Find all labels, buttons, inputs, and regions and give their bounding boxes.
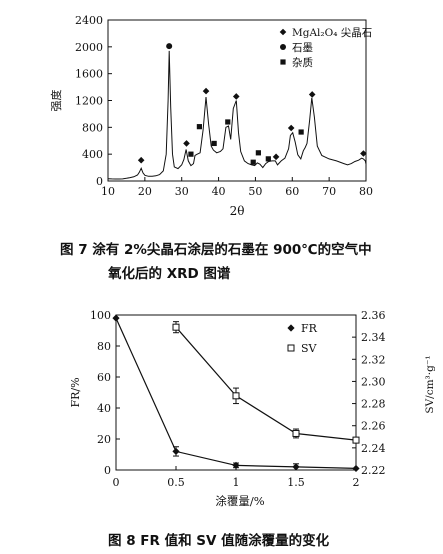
spinel-peak-marker [232, 93, 240, 100]
frsv-right-axis-label: SV/cm³·g⁻¹ [424, 355, 436, 413]
frsv-x-tick-label: 0.5 [167, 476, 185, 489]
legend-fr-marker [287, 324, 295, 332]
frsv-x-axis-label: 涂覆量/% [215, 494, 264, 508]
fr-point [112, 314, 120, 322]
frsv-x-tick-label: 1 [233, 476, 240, 489]
frsv-left-tick-label: 40 [97, 402, 111, 415]
figure8-caption: 图 8 FR 值和 SV 值随涂覆量的变化 [108, 533, 330, 549]
impurity-peak-marker [211, 140, 217, 147]
legend-label: 石墨 [292, 42, 313, 54]
frsv-left-tick-label: 60 [97, 371, 111, 384]
impurity-peak-marker [265, 156, 271, 162]
frsv-right-tick-label: 2.34 [361, 331, 386, 344]
xrd-y-axis-label: 强度 [49, 90, 63, 112]
xrd-plot-frame [107, 19, 367, 182]
xrd-x-tick-label: 70 [322, 185, 336, 198]
frsv-right-tick-label: 2.30 [361, 375, 386, 388]
fr-point [352, 464, 360, 473]
xrd-y-tick-label: 2400 [75, 14, 103, 27]
xrd-x-tick-label: 80 [359, 185, 373, 198]
frsv-right-tick-label: 2.32 [361, 353, 386, 366]
impurity-peak-marker [225, 119, 231, 125]
frsv-x-tick-label: 2 [353, 476, 360, 489]
frsv-right-tick-label: 2.22 [361, 464, 386, 477]
legend-label: MgAl₂O₄ 尖晶石 [292, 26, 372, 39]
sv-point [172, 323, 180, 331]
impurity-peak-marker [255, 150, 261, 156]
xrd-x-tick-label: 30 [175, 185, 189, 198]
xrd-pattern-line [107, 50, 367, 180]
xrd-chart: 10 20 30 40 50 60 70 80040080012001600200024002… [49, 14, 373, 218]
frsv-left-tick-label: 0 [104, 464, 111, 477]
impurity-peak-marker [188, 151, 194, 157]
figure7-caption-line1: 图 7 涂有 2%尖晶石涂层的石墨在 900℃的空气中 [60, 242, 372, 258]
xrd-y-tick-label: 1600 [75, 68, 103, 81]
spinel-peak-marker [202, 87, 210, 95]
xrd-y-tick-label: 0 [96, 175, 103, 188]
frsv-right-tick-label: 2.28 [361, 398, 386, 411]
spinel-peak-marker [137, 156, 145, 164]
frsv-left-axis-label: FR/% [69, 377, 82, 407]
legend-graphite-marker [280, 44, 286, 50]
fr-sv-chart: 0 0.5 1 1.5 20204060801002.222.242.262.282.3… [69, 309, 436, 508]
legend-fr-label: FR [301, 322, 318, 335]
frsv-right-tick-label: 2.26 [361, 420, 386, 433]
xrd-y-tick-label: 1200 [75, 95, 103, 108]
frsv-left-tick-label: 80 [97, 340, 111, 353]
frsv-left-tick-label: 100 [90, 309, 111, 322]
sv-point [232, 392, 240, 400]
xrd-y-tick-label: 800 [82, 121, 103, 134]
xrd-y-tick-label: 2000 [75, 41, 103, 54]
frsv-right-tick-label: 2.36 [361, 309, 386, 322]
xrd-x-tick-label: 40 [212, 185, 226, 198]
legend-label: 杂质 [292, 57, 313, 69]
fr-point [172, 447, 180, 455]
frsv-right-tick-label: 2.24 [361, 442, 386, 455]
xrd-y-tick-label: 400 [82, 148, 103, 161]
fr-point [232, 461, 240, 469]
frsv-x-tick-label: 1.5 [287, 476, 305, 489]
sv-series-line [175, 326, 357, 441]
spinel-peak-marker [183, 140, 190, 147]
spinel-peak-marker [272, 153, 280, 161]
xrd-x-tick-label: 60 [285, 185, 299, 198]
spinel-peak-marker [308, 91, 316, 98]
fr-point [292, 463, 300, 471]
impurity-peak-marker [298, 129, 304, 135]
frsv-left-tick-label: 20 [97, 433, 111, 446]
sv-point [292, 429, 300, 437]
legend-impurity-marker [280, 59, 286, 65]
legend-sv-label: SV [301, 342, 318, 355]
legend-spinel-marker [279, 28, 287, 36]
xrd-x-tick-label: 20 [138, 185, 152, 198]
xrd-x-tick-label: 50 [248, 185, 262, 198]
graphite-peak-marker [166, 43, 173, 50]
legend-sv-marker [287, 344, 295, 352]
frsv-x-tick-label: 0 [113, 476, 120, 489]
spinel-peak-marker [360, 150, 367, 157]
xrd-x-axis-label: 2θ [230, 204, 245, 218]
xrd-x-tick-label: 10 [101, 185, 115, 198]
impurity-peak-marker [250, 159, 256, 165]
spinel-peak-marker [287, 124, 295, 132]
figure7-caption-line2: 氧化后的 XRD 图谱 [108, 266, 231, 282]
impurity-peak-marker [196, 124, 203, 130]
sv-point [352, 436, 360, 444]
